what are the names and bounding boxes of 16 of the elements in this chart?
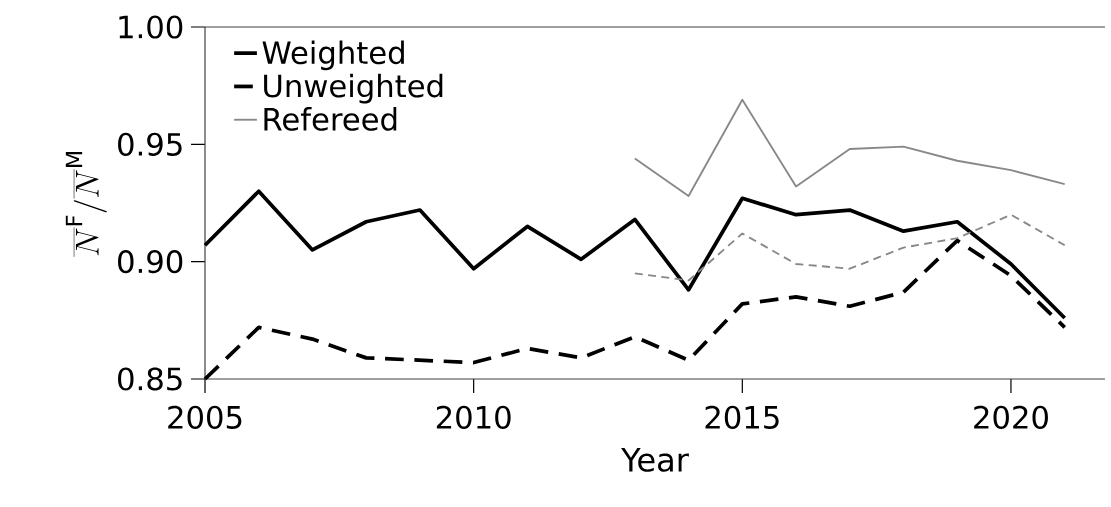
y-tick-label: 1.00 (119, 15, 183, 39)
legend-label: Refereed (264, 107, 397, 131)
x-tick-label: 2020 (974, 405, 1048, 429)
x-tick-label: 2010 (436, 405, 511, 429)
line-series (633, 213, 1066, 282)
y-axis-title: $\overline{N}^{\mathrm{F}}/\overline{N}^{\mathrm{M}}$ (65, 152, 107, 257)
legend-label: Weighted (262, 40, 404, 71)
y-tick-label: 0.95 (118, 132, 182, 156)
line-series (203, 189, 1067, 320)
y-tick-label: 0.85 (118, 367, 182, 391)
legend-label: Unweighted (264, 73, 443, 104)
x-tick-label: 2015 (705, 405, 779, 429)
x-axis-title: Year (621, 448, 689, 472)
line-series (633, 98, 1066, 197)
x-tick-label: 2005 (168, 405, 242, 429)
y-tick-label: 0.90 (118, 250, 183, 274)
